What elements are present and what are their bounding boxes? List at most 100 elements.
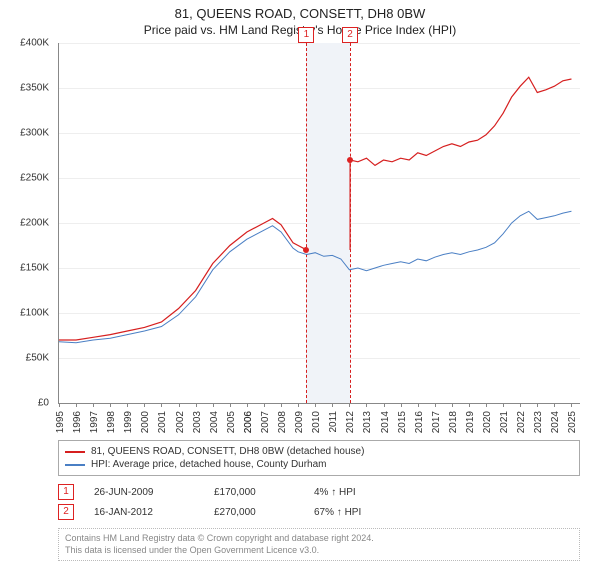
y-tick-label: £200K	[20, 218, 49, 229]
x-tick-label: 2004	[209, 411, 220, 433]
event-date: 26-JUN-2009	[94, 487, 194, 498]
x-tickmark	[418, 403, 419, 407]
event-price: £170,000	[214, 487, 294, 498]
legend: 81, QUEENS ROAD, CONSETT, DH8 0BW (detac…	[58, 440, 580, 476]
x-tickmark	[349, 403, 350, 407]
footer-attribution: Contains HM Land Registry data © Crown c…	[58, 528, 580, 561]
x-tickmark	[127, 403, 128, 407]
x-tick-label: 1999	[123, 411, 134, 433]
chart-title: 81, QUEENS ROAD, CONSETT, DH8 0BW	[16, 6, 584, 21]
x-tickmark	[93, 403, 94, 407]
x-tick-label: 1998	[106, 411, 117, 433]
x-tickmark	[161, 403, 162, 407]
legend-swatch	[65, 464, 85, 466]
x-tick-label: 2020	[482, 411, 493, 433]
marker-box: 1	[298, 27, 314, 43]
x-tickmark	[486, 403, 487, 407]
chart-plot-area: £0£50K£100K£150K£200K£250K£300K£350K£400…	[58, 43, 580, 404]
footer-line: This data is licensed under the Open Gov…	[65, 545, 573, 557]
event-list: 1 26-JUN-2009 £170,000 4% ↑ HPI 2 16-JAN-2012…	[58, 482, 580, 522]
event-row: 1 26-JUN-2009 £170,000 4% ↑ HPI	[58, 482, 580, 502]
x-tick-label: 2025	[567, 411, 578, 433]
x-tick-label: 2012	[345, 411, 356, 433]
event-dot	[347, 157, 353, 163]
legend-item-hpi: HPI: Average price, detached house, Coun…	[65, 458, 573, 471]
event-number: 1	[58, 484, 74, 500]
x-tickmark	[469, 403, 470, 407]
legend-label: 81, QUEENS ROAD, CONSETT, DH8 0BW (detac…	[91, 446, 364, 457]
x-tickmark	[571, 403, 572, 407]
event-row: 2 16-JAN-2012 £270,000 67% ↑ HPI	[58, 502, 580, 522]
x-tickmark	[384, 403, 385, 407]
legend-label: HPI: Average price, detached house, Coun…	[91, 459, 327, 470]
x-tick-label: 2005	[226, 411, 237, 433]
y-tick-label: £300K	[20, 128, 49, 139]
event-pct: 4% ↑ HPI	[314, 487, 356, 498]
x-tickmark	[59, 403, 60, 407]
x-tickmark	[554, 403, 555, 407]
event-dot	[303, 247, 309, 253]
x-axis-ticks: 1995199619971998199920002001200220032004…	[59, 405, 580, 433]
x-tick-label: 2017	[431, 411, 442, 433]
x-tick-label: 2003	[192, 411, 203, 433]
x-tick-label: 2015	[397, 411, 408, 433]
x-tick-label: 2006	[243, 411, 254, 433]
x-tickmark	[298, 403, 299, 407]
footer-line: Contains HM Land Registry data © Crown c…	[65, 533, 573, 545]
y-tick-label: £0	[38, 398, 49, 409]
x-tick-label: 2008	[277, 411, 288, 433]
x-tickmark	[332, 403, 333, 407]
y-tick-label: £50K	[26, 353, 49, 364]
chart-lines	[59, 43, 580, 403]
x-tick-label: 2013	[362, 411, 373, 433]
x-tick-label: 2000	[140, 411, 151, 433]
x-tick-label: 2010	[311, 411, 322, 433]
y-tick-label: £150K	[20, 263, 49, 274]
marker-box: 2	[342, 27, 358, 43]
y-tick-label: £100K	[20, 308, 49, 319]
event-date: 16-JAN-2012	[94, 507, 194, 518]
event-number: 2	[58, 504, 74, 520]
legend-item-price-paid: 81, QUEENS ROAD, CONSETT, DH8 0BW (detac…	[65, 445, 573, 458]
x-tickmark	[264, 403, 265, 407]
x-tickmark	[144, 403, 145, 407]
event-price: £270,000	[214, 507, 294, 518]
x-tick-label: 2021	[499, 411, 510, 433]
x-tick-label: 2018	[448, 411, 459, 433]
x-tick-label: 2023	[533, 411, 544, 433]
y-tick-label: £250K	[20, 173, 49, 184]
y-axis-ticks: £0£50K£100K£150K£200K£250K£300K£350K£400…	[13, 43, 55, 403]
series-price_paid	[350, 77, 571, 165]
series-hpi	[59, 211, 571, 342]
y-tick-label: £350K	[20, 83, 49, 94]
x-tick-label: 2019	[465, 411, 476, 433]
x-tickmark	[76, 403, 77, 407]
x-tickmark	[281, 403, 282, 407]
x-tick-label: 1995	[55, 411, 66, 433]
x-tickmark	[435, 403, 436, 407]
x-tick-label: 2016	[414, 411, 425, 433]
x-tickmark	[537, 403, 538, 407]
x-tickmark	[452, 403, 453, 407]
x-tickmark	[520, 403, 521, 407]
x-tick-label: 2001	[157, 411, 168, 433]
x-tickmark	[213, 403, 214, 407]
event-pct: 67% ↑ HPI	[314, 507, 361, 518]
x-tickmark	[503, 403, 504, 407]
x-tick-label: 2024	[550, 411, 561, 433]
x-tick-label: 1997	[89, 411, 100, 433]
x-tick-label: 2009	[294, 411, 305, 433]
x-tickmark	[196, 403, 197, 407]
x-tickmark	[110, 403, 111, 407]
x-tickmark	[366, 403, 367, 407]
x-tick-label: 2002	[175, 411, 186, 433]
x-tickmark	[230, 403, 231, 407]
legend-swatch	[65, 451, 85, 453]
x-tickmark	[315, 403, 316, 407]
x-tick-label: 2022	[516, 411, 527, 433]
x-tickmark	[179, 403, 180, 407]
x-tick-label: 2011	[328, 411, 339, 433]
x-tick-label: 2007	[260, 411, 271, 433]
x-tick-label: 1996	[72, 411, 83, 433]
x-tick-label: 2014	[380, 411, 391, 433]
